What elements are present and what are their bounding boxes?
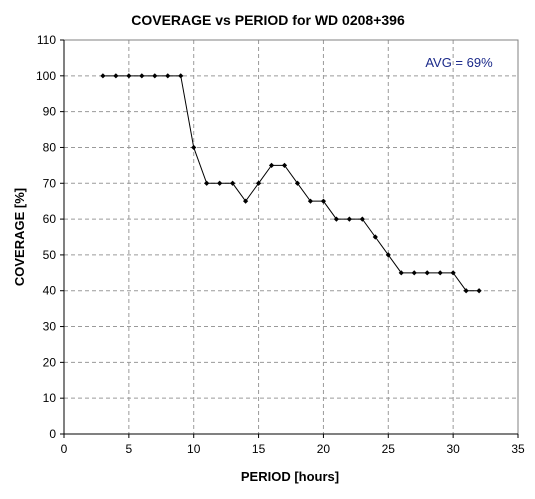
data-series (100, 73, 482, 294)
data-point (424, 270, 430, 276)
x-tick-label: 25 (382, 442, 396, 456)
data-point (243, 198, 249, 204)
y-tick-label: 30 (43, 320, 57, 334)
data-point (294, 180, 301, 186)
x-tick-label: 20 (317, 442, 331, 456)
data-point (281, 162, 288, 168)
x-tick-label: 35 (511, 442, 525, 456)
data-point (204, 180, 210, 186)
data-point (307, 198, 314, 204)
x-tick-label: 15 (252, 442, 266, 456)
y-tick-label: 110 (37, 33, 56, 47)
y-axis-title: COVERAGE [%] (12, 188, 27, 286)
x-tick-label: 10 (187, 442, 201, 456)
y-tick-label: 20 (43, 355, 57, 369)
data-point (398, 270, 404, 276)
y-tick-label: 10 (43, 391, 57, 405)
grid-lines (64, 40, 518, 434)
data-point (100, 73, 106, 79)
y-tick-label: 90 (43, 105, 57, 119)
data-point (372, 234, 378, 240)
data-point (165, 73, 171, 79)
data-point (178, 73, 184, 79)
x-tick-label: 30 (446, 442, 460, 456)
data-point (320, 198, 327, 204)
x-axis-title: PERIOD [hours] (241, 469, 339, 484)
data-point (346, 216, 352, 222)
y-tick-label: 100 (36, 69, 56, 83)
data-point (385, 252, 391, 258)
data-point (268, 162, 275, 168)
x-tick-label: 0 (61, 442, 68, 456)
y-tick-label: 40 (43, 284, 57, 298)
data-point (113, 73, 119, 79)
data-point (230, 180, 236, 186)
y-tick-label: 50 (43, 248, 57, 262)
data-point (333, 216, 339, 222)
data-point (437, 270, 443, 276)
data-point (463, 288, 469, 294)
y-tick-label: 70 (43, 176, 57, 190)
data-point (126, 73, 132, 79)
plot-area-frame (63, 39, 519, 435)
average-annotation: AVG = 69% (425, 55, 493, 70)
y-tick-label: 60 (43, 212, 57, 226)
chart-title: COVERAGE vs PERIOD for WD 0208+396 (131, 12, 405, 28)
y-tick-label: 0 (49, 427, 56, 441)
axis-ticks: 0 10 20 30 40 50 60 70 80 90 100 110 0 5 10 15 20 25 30 35 (36, 33, 525, 456)
y-tick-label: 80 (43, 140, 57, 154)
data-point (476, 288, 482, 294)
data-point (139, 73, 145, 79)
data-point (152, 73, 158, 79)
data-point (255, 180, 262, 186)
data-point (411, 270, 417, 276)
data-point (450, 270, 456, 276)
data-point (359, 216, 365, 222)
data-point (217, 180, 223, 186)
data-point (191, 144, 197, 151)
x-tick-label: 5 (126, 442, 133, 456)
